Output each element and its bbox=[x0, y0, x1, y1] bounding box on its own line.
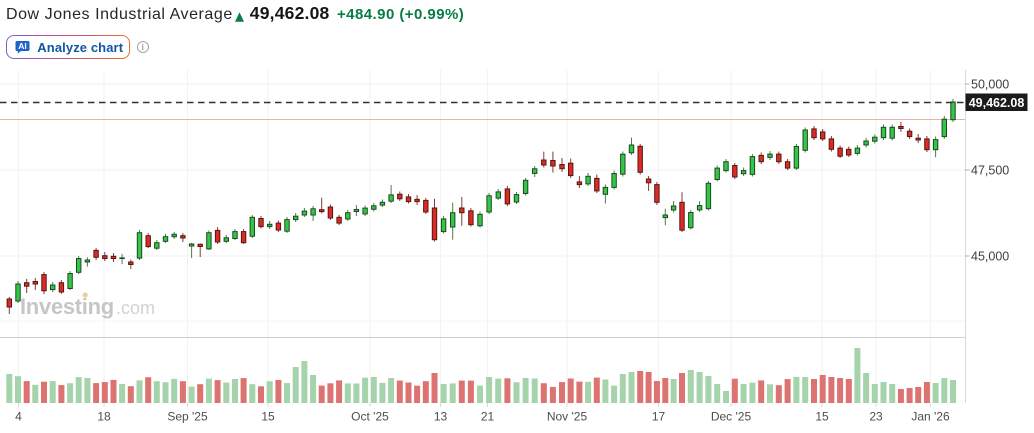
svg-text:18: 18 bbox=[97, 410, 111, 424]
svg-text:15: 15 bbox=[261, 410, 275, 424]
svg-text:Sep '25: Sep '25 bbox=[167, 410, 208, 424]
svg-text:49,462.08: 49,462.08 bbox=[969, 96, 1025, 110]
svg-text:13: 13 bbox=[434, 410, 448, 424]
svg-text:15: 15 bbox=[815, 410, 829, 424]
svg-text:17: 17 bbox=[652, 410, 666, 424]
svg-text:50,000: 50,000 bbox=[971, 78, 1009, 92]
svg-text:.com: .com bbox=[116, 298, 155, 318]
svg-text:47,500: 47,500 bbox=[971, 164, 1009, 178]
svg-text:AI: AI bbox=[19, 41, 28, 51]
svg-text:Oct '25: Oct '25 bbox=[351, 410, 389, 424]
svg-text:Nov '25: Nov '25 bbox=[547, 410, 588, 424]
svg-text:45,000: 45,000 bbox=[971, 250, 1009, 264]
svg-text:23: 23 bbox=[869, 410, 883, 424]
svg-text:4: 4 bbox=[15, 410, 22, 424]
svg-text:Jan '26: Jan '26 bbox=[911, 410, 950, 424]
svg-text:21: 21 bbox=[481, 410, 495, 424]
svg-text:Dec '25: Dec '25 bbox=[711, 410, 752, 424]
svg-text:Investing: Investing bbox=[20, 294, 114, 319]
